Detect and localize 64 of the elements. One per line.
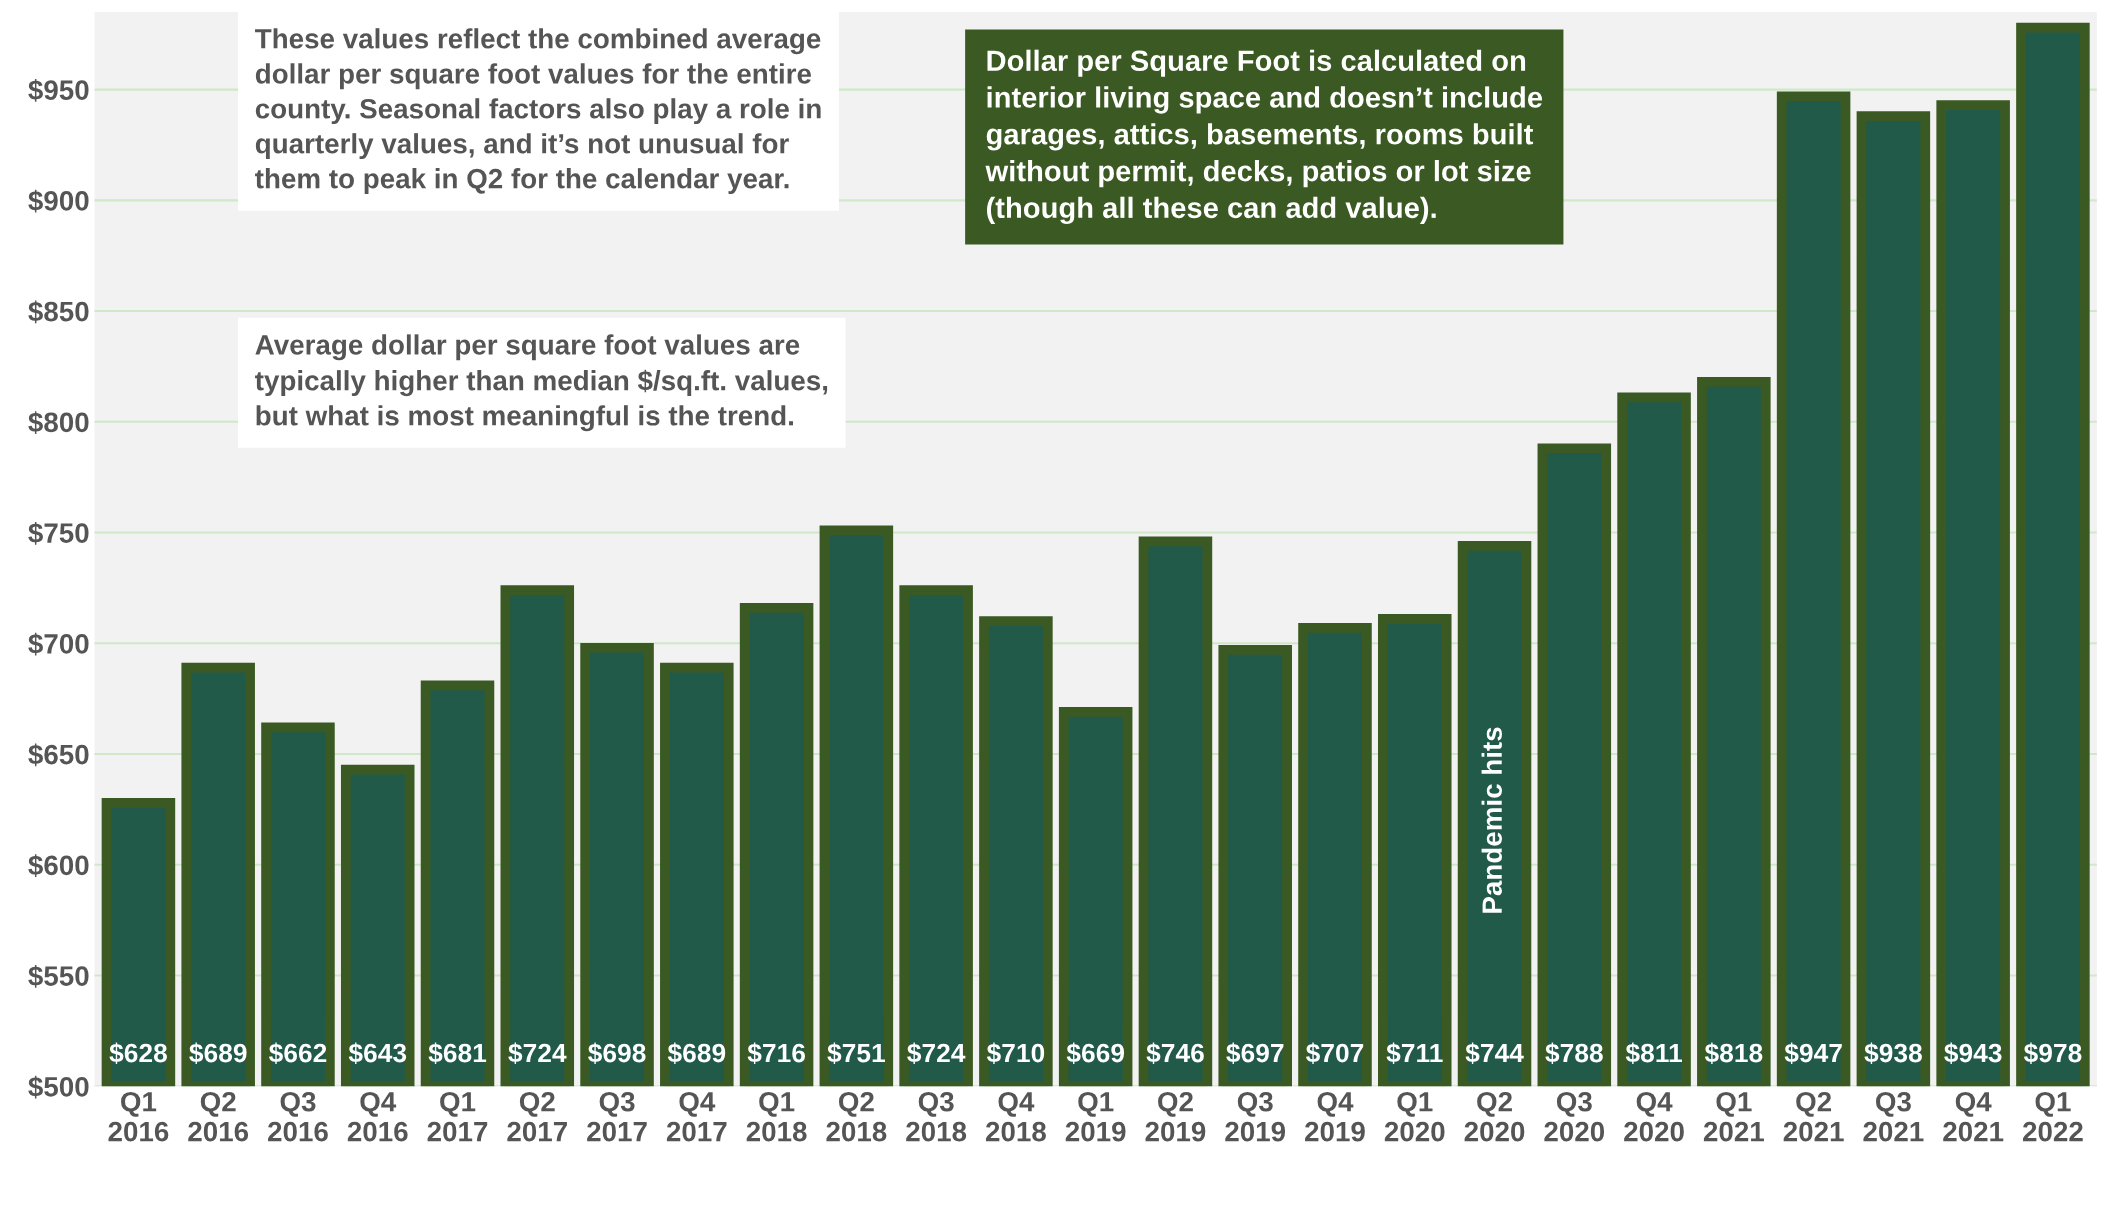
data-label: $751 — [827, 1042, 885, 1065]
x-tick-label: Q1 2022 — [2022, 1091, 2083, 1142]
y-tick-label: $650 — [28, 743, 89, 767]
x-tick-label: Q2 2018 — [826, 1091, 887, 1142]
y-tick-label: $850 — [28, 300, 89, 324]
data-label: $662 — [268, 1042, 327, 1065]
data-label: $689 — [667, 1042, 726, 1065]
data-label: $978 — [2023, 1042, 2082, 1065]
x-tick-label: Q2 2016 — [188, 1091, 249, 1142]
y-tick-label: $900 — [28, 189, 89, 213]
data-label: $681 — [428, 1042, 487, 1065]
x-tick-label: Q3 2016 — [268, 1091, 328, 1142]
x-tick-label: Q3 2021 — [1863, 1091, 1924, 1142]
y-tick-label: $550 — [28, 965, 89, 988]
data-label: $707 — [1305, 1042, 1364, 1065]
x-tick-label: Q3 2018 — [906, 1091, 967, 1142]
x-tick-label: Q4 2019 — [1305, 1091, 1365, 1142]
data-label: $724 — [907, 1042, 966, 1065]
y-tick-label: $600 — [28, 854, 89, 877]
x-tick-label: Q4 2021 — [1943, 1091, 2004, 1142]
x-tick-label: Q1 2016 — [108, 1091, 169, 1142]
x-tick-label: Q2 2021 — [1783, 1091, 1844, 1142]
data-label: $710 — [986, 1042, 1045, 1065]
x-tick-label: Q1 2018 — [746, 1091, 807, 1142]
data-label: $724 — [508, 1042, 567, 1065]
x-tick-label: Q4 2018 — [985, 1091, 1046, 1142]
data-label: $697 — [1226, 1042, 1284, 1065]
data-label: $689 — [189, 1042, 247, 1065]
x-tick-label: Q3 2017 — [587, 1091, 647, 1142]
x-tick-label: Q1 2020 — [1384, 1091, 1445, 1142]
data-label: $746 — [1146, 1042, 1204, 1065]
x-tick-label: Q3 2020 — [1544, 1091, 1605, 1142]
x-tick-label: Q2 2019 — [1145, 1091, 1206, 1142]
data-label: $811 — [1625, 1042, 1682, 1065]
data-label: $788 — [1545, 1042, 1603, 1065]
x-tick-label: Q1 2019 — [1065, 1091, 1126, 1142]
data-label: $947 — [1784, 1042, 1842, 1065]
data-label: $818 — [1704, 1042, 1763, 1065]
x-tick-label: Q3 2019 — [1225, 1091, 1286, 1142]
x-tick-label: Q2 2020 — [1464, 1091, 1525, 1142]
data-label: $716 — [747, 1042, 805, 1065]
y-tick-label: $800 — [28, 411, 89, 434]
data-label: $643 — [348, 1042, 407, 1065]
annotation: Pandemic hits — [1481, 727, 1502, 913]
data-label: $938 — [1864, 1042, 1922, 1065]
y-tick-label: $700 — [28, 632, 89, 656]
data-label: $669 — [1066, 1042, 1125, 1065]
x-tick-label: Q1 2017 — [427, 1091, 488, 1142]
data-label: $943 — [1944, 1042, 2002, 1065]
y-tick-label: $500 — [28, 1075, 89, 1099]
x-tick-label: Q1 2021 — [1703, 1091, 1764, 1142]
annotation: These values reflect the combined average dollar per square foot values for the entire county. Seasonal factors also play a role in quarterly values, and it’s not unusual for them to peak in Q2 for the calendar year. — [255, 28, 821, 195]
x-tick-label: Q4 2020 — [1624, 1091, 1684, 1142]
x-tick-label: Q2 2017 — [507, 1091, 567, 1142]
y-tick-label: $950 — [28, 79, 89, 102]
data-label: $698 — [588, 1042, 646, 1065]
x-tick-label: Q4 2016 — [347, 1091, 408, 1142]
annotation: Dollar per Square Foot is calculated on interior living space and doesn’t include garages, attics, basements, rooms built without permit, decks, patios or lot size (though all these can add value). — [985, 49, 1543, 225]
y-tick-label: $750 — [28, 522, 89, 545]
x-tick-label: Q4 2017 — [666, 1091, 727, 1142]
data-label: $744 — [1465, 1042, 1524, 1065]
annotation: Average dollar per square foot values are typically higher than median $/sq.ft. values, but what is most meaningful is the trend. — [255, 334, 828, 432]
data-label: $628 — [109, 1042, 167, 1065]
data-label: $711 — [1386, 1042, 1443, 1065]
